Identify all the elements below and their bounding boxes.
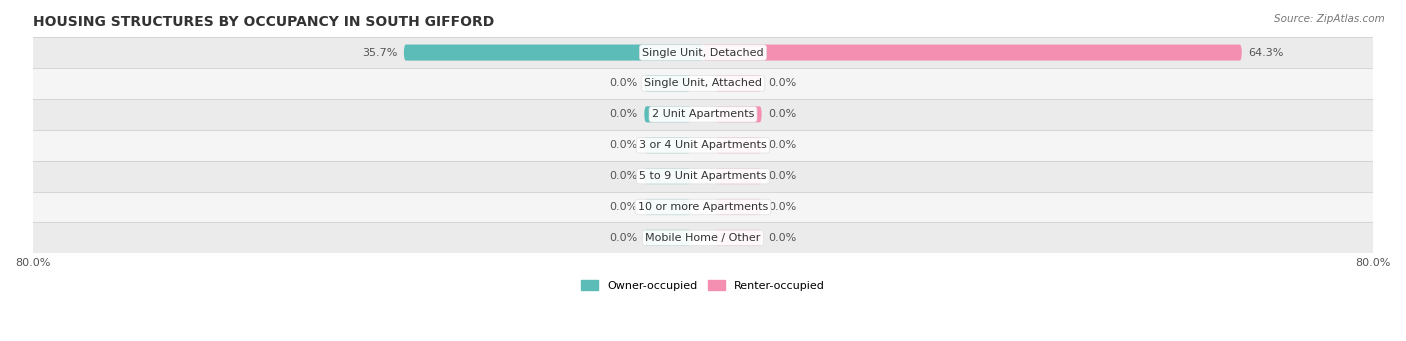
Text: 0.0%: 0.0% — [768, 171, 797, 181]
Text: 64.3%: 64.3% — [1249, 47, 1284, 58]
Text: 35.7%: 35.7% — [361, 47, 396, 58]
Text: 0.0%: 0.0% — [609, 140, 638, 150]
Text: 0.0%: 0.0% — [609, 202, 638, 212]
Text: Single Unit, Attached: Single Unit, Attached — [644, 78, 762, 88]
FancyBboxPatch shape — [644, 137, 690, 153]
Bar — [32, 99, 1374, 130]
Text: 2 Unit Apartments: 2 Unit Apartments — [652, 109, 754, 119]
Text: Mobile Home / Other: Mobile Home / Other — [645, 233, 761, 243]
Text: HOUSING STRUCTURES BY OCCUPANCY IN SOUTH GIFFORD: HOUSING STRUCTURES BY OCCUPANCY IN SOUTH… — [32, 15, 494, 29]
Bar — [32, 68, 1374, 99]
Text: 3 or 4 Unit Apartments: 3 or 4 Unit Apartments — [640, 140, 766, 150]
Text: 0.0%: 0.0% — [768, 140, 797, 150]
FancyBboxPatch shape — [404, 45, 703, 61]
Text: 0.0%: 0.0% — [768, 233, 797, 243]
Bar — [32, 37, 1374, 68]
Text: 0.0%: 0.0% — [768, 202, 797, 212]
FancyBboxPatch shape — [644, 106, 690, 122]
Bar — [32, 130, 1374, 161]
Bar — [32, 222, 1374, 253]
Text: 0.0%: 0.0% — [609, 233, 638, 243]
Bar — [32, 161, 1374, 192]
Text: Single Unit, Detached: Single Unit, Detached — [643, 47, 763, 58]
Text: 0.0%: 0.0% — [768, 109, 797, 119]
Text: Source: ZipAtlas.com: Source: ZipAtlas.com — [1274, 14, 1385, 24]
Text: 0.0%: 0.0% — [609, 171, 638, 181]
FancyBboxPatch shape — [716, 168, 762, 184]
FancyBboxPatch shape — [716, 230, 762, 246]
Bar — [32, 192, 1374, 222]
FancyBboxPatch shape — [716, 106, 762, 122]
FancyBboxPatch shape — [716, 199, 762, 215]
FancyBboxPatch shape — [644, 168, 690, 184]
FancyBboxPatch shape — [716, 75, 762, 91]
Text: 10 or more Apartments: 10 or more Apartments — [638, 202, 768, 212]
Legend: Owner-occupied, Renter-occupied: Owner-occupied, Renter-occupied — [576, 276, 830, 295]
FancyBboxPatch shape — [644, 75, 690, 91]
FancyBboxPatch shape — [703, 45, 1241, 61]
Text: 0.0%: 0.0% — [609, 78, 638, 88]
Text: 5 to 9 Unit Apartments: 5 to 9 Unit Apartments — [640, 171, 766, 181]
FancyBboxPatch shape — [716, 137, 762, 153]
FancyBboxPatch shape — [644, 230, 690, 246]
Text: 0.0%: 0.0% — [609, 109, 638, 119]
FancyBboxPatch shape — [644, 199, 690, 215]
Text: 0.0%: 0.0% — [768, 78, 797, 88]
